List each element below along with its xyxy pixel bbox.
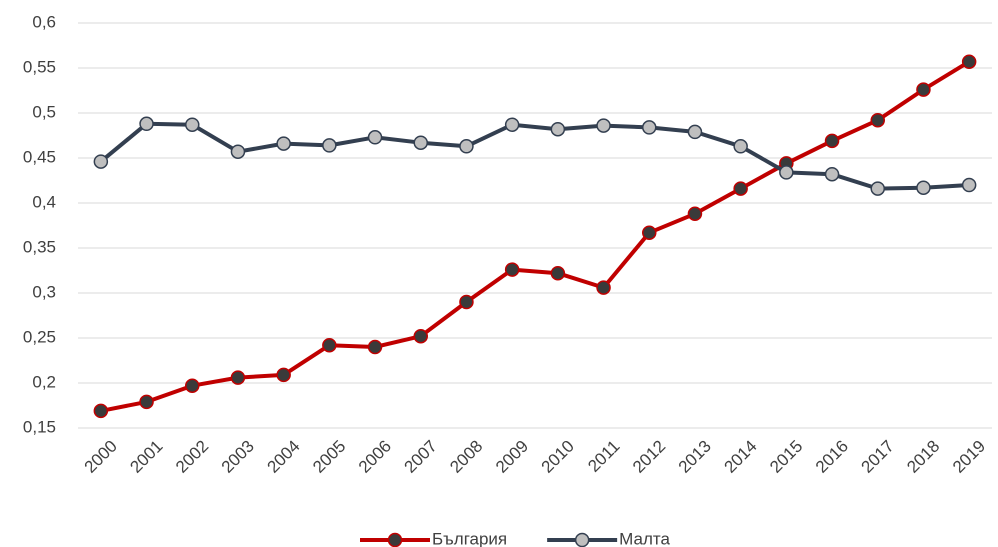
- data-point: [961, 54, 977, 69]
- y-tick-label: 0,4: [32, 192, 56, 211]
- legend-marker: [574, 532, 590, 547]
- x-tick-label: 2010: [538, 437, 578, 477]
- data-point: [230, 370, 246, 385]
- x-tick-label: 2005: [309, 437, 349, 477]
- x-tick-label: 2016: [812, 437, 852, 477]
- legend-marker: [387, 532, 403, 547]
- data-point: [413, 328, 428, 344]
- data-point: [322, 337, 337, 353]
- data-point: [459, 139, 474, 154]
- data-point: [504, 117, 520, 132]
- y-tick-label: 0,3: [32, 282, 56, 301]
- data-point: [733, 139, 748, 154]
- y-tick-label: 0,15: [23, 417, 56, 436]
- x-tick-label: 2004: [263, 437, 303, 477]
- y-tick-label: 0,35: [23, 237, 56, 256]
- data-point: [687, 206, 703, 222]
- x-tick-label: 2012: [629, 437, 669, 477]
- data-point: [642, 120, 657, 135]
- x-tick-label: 2019: [949, 437, 989, 477]
- data-point: [276, 367, 291, 383]
- x-tick-label: 2014: [720, 437, 760, 477]
- data-point: [642, 225, 657, 240]
- data-point: [413, 135, 428, 150]
- data-point: [550, 121, 566, 137]
- x-tick-label: 2000: [81, 437, 121, 477]
- series-line: [100, 59, 971, 413]
- y-tick-label: 0,2: [32, 372, 56, 391]
- x-tick-label: 2015: [766, 437, 806, 477]
- data-point: [139, 116, 154, 132]
- x-tick-label: 2006: [355, 437, 395, 477]
- legend-label: Малта: [619, 529, 670, 547]
- data-point: [504, 262, 520, 277]
- data-point: [596, 118, 611, 133]
- y-tick-label: 0,6: [32, 12, 56, 31]
- data-point: [870, 112, 885, 128]
- x-tick-label: 2017: [858, 437, 898, 477]
- x-tick-label: 2008: [446, 437, 486, 477]
- data-point: [550, 265, 566, 281]
- data-point: [185, 117, 200, 132]
- data-point: [276, 136, 291, 151]
- series-line: [99, 121, 970, 191]
- data-point: [687, 124, 703, 140]
- x-tick-label: 2009: [492, 437, 532, 477]
- data-point: [139, 394, 154, 410]
- data-point: [961, 177, 977, 193]
- data-point: [93, 403, 109, 419]
- data-point: [824, 133, 840, 149]
- data-point: [916, 180, 931, 195]
- data-point: [779, 165, 794, 180]
- y-tick-label: 0,25: [23, 327, 56, 346]
- legend-label: България: [432, 529, 507, 547]
- y-tick-label: 0,55: [23, 57, 56, 76]
- data-point: [322, 138, 337, 153]
- x-tick-label: 2001: [126, 437, 166, 477]
- x-tick-label: 2002: [172, 437, 212, 477]
- data-point: [459, 294, 474, 310]
- y-tick-label: 0,45: [23, 147, 56, 166]
- data-point: [367, 130, 383, 145]
- data-point: [824, 166, 840, 182]
- data-point: [93, 154, 109, 169]
- data-point: [367, 339, 383, 355]
- x-tick-label: 2018: [903, 437, 943, 477]
- data-point: [870, 181, 885, 196]
- data-point: [916, 82, 931, 97]
- x-tick-label: 2011: [584, 437, 623, 476]
- data-point: [596, 280, 611, 295]
- y-tick-label: 0,5: [32, 102, 56, 121]
- data-point: [733, 181, 748, 196]
- x-tick-label: 2013: [675, 437, 715, 477]
- x-tick-label: 2007: [401, 437, 441, 477]
- data-point: [230, 144, 246, 159]
- data-point: [185, 378, 200, 393]
- x-tick-label: 2003: [218, 437, 258, 477]
